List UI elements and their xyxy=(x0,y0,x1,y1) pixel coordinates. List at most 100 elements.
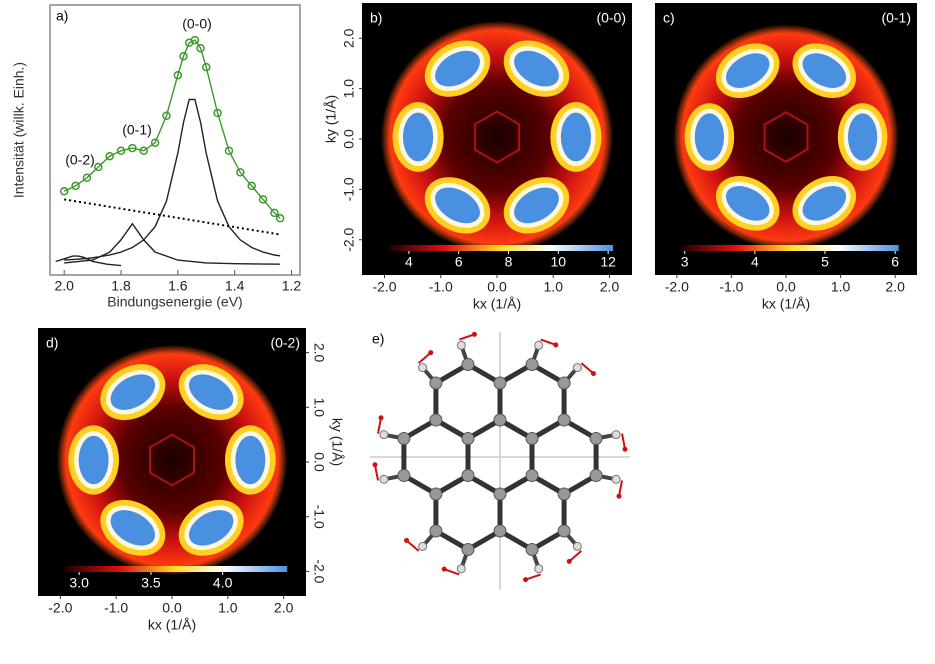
colorbar-tick-label: 5 xyxy=(821,254,829,270)
hydrogen xyxy=(611,474,621,484)
x-tick-label: 0.0 xyxy=(776,279,796,295)
x-tick-label: 1.2 xyxy=(282,278,302,294)
ring xyxy=(433,362,503,441)
intensity-peak xyxy=(694,113,725,161)
arrow-head xyxy=(471,331,477,337)
x-tick-label: 1.0 xyxy=(218,600,238,616)
fit-line xyxy=(63,39,281,219)
colorbar-tick-label: 12 xyxy=(600,254,616,270)
x-tick-label: -1.0 xyxy=(719,279,743,295)
displacement-arrow xyxy=(568,550,582,563)
intensity-peak xyxy=(110,374,156,410)
displacement-arrow xyxy=(405,539,420,552)
data-point xyxy=(213,108,222,118)
colorbar-tick-label: 3 xyxy=(681,254,689,270)
panel-title: (0-1) xyxy=(881,10,911,26)
hydrogen xyxy=(611,430,621,440)
carbon xyxy=(525,358,539,371)
x-tick-label: -2.0 xyxy=(372,279,396,295)
data-point xyxy=(150,138,160,147)
carbon xyxy=(525,469,539,482)
x-tick-label: 1.0 xyxy=(831,279,851,295)
hydrogen xyxy=(418,363,428,373)
fit-line xyxy=(64,98,281,261)
displacement-arrow xyxy=(377,417,383,434)
hydrogen xyxy=(572,363,582,373)
carbon xyxy=(429,487,443,501)
carbon xyxy=(397,432,411,445)
y-tick-label: 2.0 xyxy=(311,343,327,363)
colorbar-tick-label: 3.0 xyxy=(69,575,89,591)
y-tick-label: 0.0 xyxy=(311,452,327,472)
data-point xyxy=(270,208,279,218)
x-tick-label: -1.0 xyxy=(104,600,128,616)
intensity-peak xyxy=(435,50,480,87)
intensity-peak xyxy=(188,510,234,546)
intensity-peak xyxy=(514,50,559,87)
data-point xyxy=(179,52,188,61)
data-point xyxy=(224,146,234,156)
x-tick-label: 1.0 xyxy=(544,279,564,295)
x-tick-label: 2.0 xyxy=(274,600,294,616)
panel-label: d) xyxy=(46,335,58,351)
y-tick-label: 2.0 xyxy=(341,28,357,48)
inner-hexagon xyxy=(763,111,809,163)
x-tick-label: 2.0 xyxy=(885,279,905,295)
carbon xyxy=(557,376,571,390)
carbon xyxy=(525,543,539,556)
hydrogen xyxy=(534,340,544,350)
peak-label: (0-2) xyxy=(65,152,95,168)
arrow-head xyxy=(372,462,378,468)
intensity-peak xyxy=(514,187,559,224)
arrow-head xyxy=(616,493,622,499)
fit-line xyxy=(64,222,281,265)
x-axis-label: Bindungsenergie (eV) xyxy=(107,294,242,310)
carbon xyxy=(589,432,603,445)
arrow-head xyxy=(378,415,384,421)
inner-hexagon xyxy=(473,110,521,164)
y-tick-label: -1.0 xyxy=(311,505,327,529)
y-axis-label: ky (1/Å) xyxy=(329,418,345,466)
carbon xyxy=(589,469,603,482)
hydrogen xyxy=(572,541,582,551)
colorbar-tick-label: 6 xyxy=(891,254,899,270)
data-point xyxy=(139,146,148,156)
displacement-arrow xyxy=(373,464,379,481)
y-tick-label: 1.0 xyxy=(311,398,327,418)
y-axis-label: Intensität (willk. Einh.) xyxy=(11,62,27,198)
peak-label: (0-0) xyxy=(182,16,212,32)
x-tick-label: 0.0 xyxy=(162,600,182,616)
data-point xyxy=(196,43,205,53)
data-point xyxy=(71,181,80,191)
intensity-peak xyxy=(560,112,592,162)
arrow-head xyxy=(428,350,434,356)
data-point xyxy=(236,168,245,177)
y-tick-label: -2.0 xyxy=(311,559,327,583)
carbon xyxy=(429,413,443,427)
carbon xyxy=(461,469,475,482)
carbon xyxy=(461,432,475,445)
arrow-head xyxy=(523,577,529,583)
carbon xyxy=(493,524,507,538)
displacement-arrow xyxy=(418,351,432,364)
hydrogen xyxy=(456,340,466,350)
plot-frame xyxy=(49,4,301,276)
panel-label: e) xyxy=(372,331,384,347)
intensity-peak xyxy=(435,187,480,224)
y-axis-label: ky (1/Å) xyxy=(323,95,339,143)
x-tick-label: -1.0 xyxy=(429,279,453,295)
data-point xyxy=(258,195,268,204)
intensity-peak xyxy=(188,374,234,410)
arrow-head xyxy=(404,537,410,543)
carbon xyxy=(429,376,443,390)
carbon xyxy=(429,524,443,538)
colorbar-tick-label: 3.5 xyxy=(141,575,161,591)
x-axis-label: kx (1/Å) xyxy=(473,296,521,312)
carbon xyxy=(493,413,507,427)
data-point xyxy=(202,62,211,72)
displacement-arrow xyxy=(540,338,557,346)
data-point xyxy=(94,162,103,172)
arrow-head xyxy=(622,446,628,452)
colorbar xyxy=(389,245,614,251)
colorbar xyxy=(681,245,899,251)
